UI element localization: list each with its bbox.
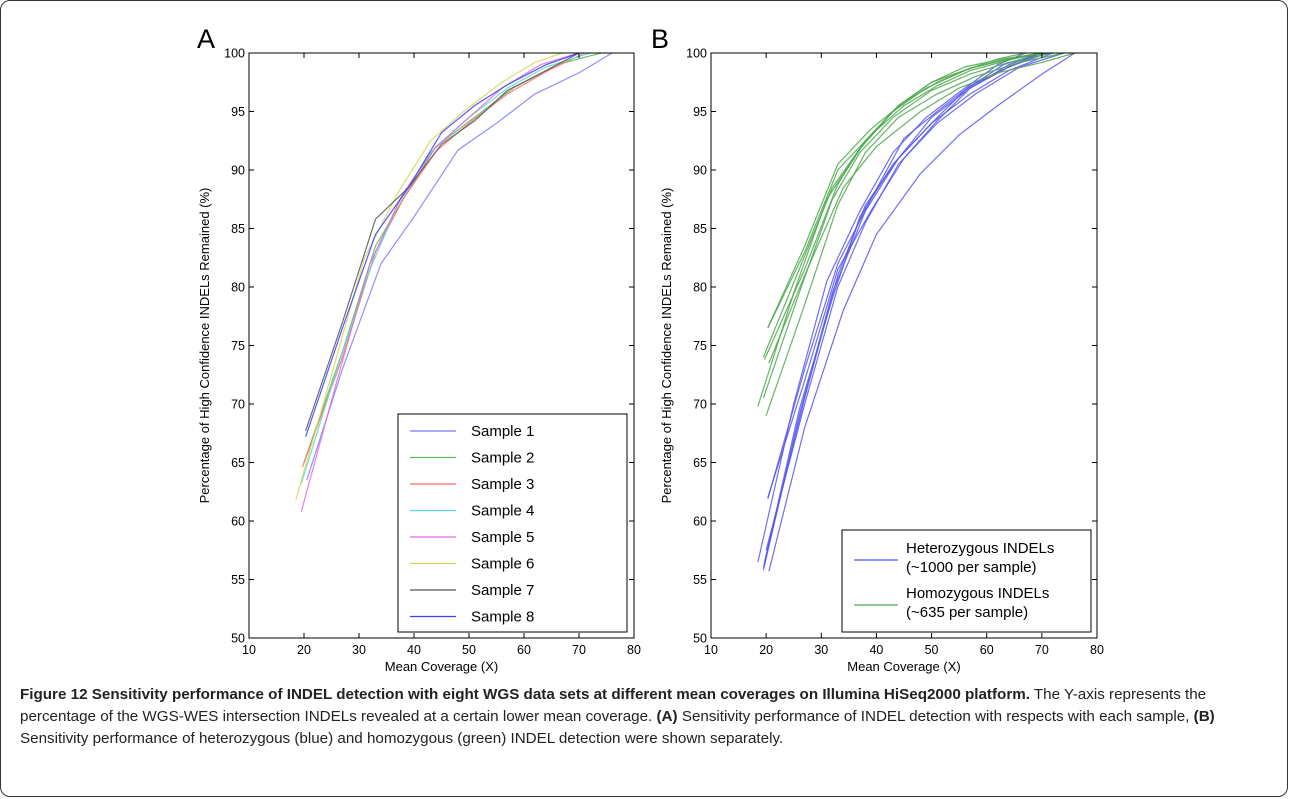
series-line-heterozygous-1	[769, 53, 1075, 571]
series-line-homozygous-13	[763, 53, 1042, 357]
caption-label: Figure 12	[20, 686, 88, 703]
series-line-heterozygous-7	[768, 53, 1042, 499]
y-tick-label: 80	[231, 281, 245, 295]
series-line-homozygous-11	[765, 53, 1048, 360]
x-tick-label: 70	[572, 643, 586, 657]
panel-letter: B	[651, 24, 669, 54]
figure-caption: Figure 12 Sensitivity performance of IND…	[20, 684, 1270, 750]
figure-charts: A10 20 30 40 50 60 70 8050556065707580859095100…	[0, 0, 1290, 680]
legend-label-detail: (~1000 per sample)	[906, 559, 1037, 576]
y-tick-label: 60	[231, 515, 245, 529]
legend-label: Heterozygous INDELs	[906, 540, 1054, 557]
y-tick-label: 50	[231, 632, 245, 646]
x-tick-label: 50	[925, 643, 939, 657]
series-line-heterozygous-4	[763, 53, 1053, 568]
series-line-heterozygous-3	[765, 53, 1048, 562]
x-tick-label: 30	[814, 643, 828, 657]
x-tick-label: 60	[980, 643, 994, 657]
y-tick-label: 50	[693, 632, 707, 646]
series-line-homozygous-16	[768, 53, 1042, 328]
series-line-heterozygous-2	[766, 53, 1064, 550]
series-line-sample-2	[304, 53, 601, 463]
legend-label: Sample 3	[471, 476, 534, 493]
series-line-sample-3	[302, 53, 584, 467]
y-tick-label: 100	[686, 47, 707, 61]
caption-marker-a: (A)	[657, 708, 678, 725]
series-line-homozygous-15	[768, 53, 1042, 328]
x-tick-label: 40	[407, 643, 421, 657]
legend-label: Sample 7	[471, 582, 534, 599]
legend-label: Sample 5	[471, 529, 534, 546]
x-tick-label: 20	[759, 643, 773, 657]
x-tick-label: 30	[352, 643, 366, 657]
y-tick-label: 100	[224, 47, 245, 61]
legend-label: Sample 1	[471, 423, 534, 440]
legend-label-detail: (~635 per sample)	[906, 604, 1028, 621]
caption-marker-b: (B)	[1194, 708, 1215, 725]
y-tick-label: 90	[693, 164, 707, 178]
panel-b-chart: B10 20 30 40 50 60 70 8050556065707580859095100…	[651, 24, 1104, 674]
x-tick-label: 70	[1035, 643, 1049, 657]
legend-label: Sample 4	[471, 503, 534, 520]
y-tick-label: 80	[693, 281, 707, 295]
y-tick-label: 85	[693, 222, 707, 236]
y-axis-label: Percentage of High Confidence INDELs Rem…	[197, 188, 212, 504]
series-line-homozygous-12	[763, 53, 1053, 398]
caption-sentence-3: Sensitivity performance of heterozygous …	[20, 730, 783, 747]
y-axis-label: Percentage of High Confidence INDELs Rem…	[659, 188, 674, 504]
x-tick-label: 20	[297, 643, 311, 657]
x-tick-label: 60	[517, 643, 531, 657]
legend-label: Sample 2	[471, 450, 534, 467]
y-tick-label: 60	[693, 515, 707, 529]
x-tick-label: 50	[462, 643, 476, 657]
y-tick-label: 70	[231, 398, 245, 412]
y-tick-label: 65	[693, 456, 707, 470]
series-line-heterozygous-8	[768, 53, 1042, 498]
y-tick-label: 55	[231, 573, 245, 587]
legend-label: Sample 8	[471, 609, 534, 626]
series-line-sample-8	[306, 53, 579, 437]
legend-label: Homozygous INDELs	[906, 585, 1049, 602]
x-tick-label: 80	[1090, 643, 1104, 657]
y-tick-label: 65	[231, 456, 245, 470]
x-tick-label: 40	[869, 643, 883, 657]
panel-a-chart: A10 20 30 40 50 60 70 8050556065707580859095100…	[197, 24, 641, 674]
y-tick-label: 55	[693, 573, 707, 587]
y-tick-label: 85	[231, 222, 245, 236]
caption-sentence-2: Sensitivity performance of INDEL detecti…	[678, 708, 1194, 725]
y-tick-label: 75	[693, 339, 707, 353]
series-line-homozygous-14	[758, 53, 1025, 406]
panel-letter: A	[197, 24, 215, 54]
series-line-sample-7	[306, 53, 579, 431]
y-tick-label: 75	[231, 339, 245, 353]
series-line-heterozygous-5	[763, 53, 1042, 570]
legend-label: Sample 6	[471, 556, 534, 573]
legend-box	[398, 414, 627, 632]
series-line-homozygous-9	[769, 53, 1075, 363]
x-axis-label: Mean Coverage (X)	[385, 659, 498, 674]
caption-title: Sensitivity performance of INDEL detecti…	[92, 686, 1030, 703]
y-tick-label: 70	[693, 398, 707, 412]
y-tick-label: 95	[693, 105, 707, 119]
x-axis-label: Mean Coverage (X)	[847, 659, 960, 674]
y-tick-label: 90	[231, 164, 245, 178]
y-tick-label: 95	[231, 105, 245, 119]
x-tick-label: 80	[627, 643, 641, 657]
series-line-heterozygous-6	[758, 53, 1025, 562]
